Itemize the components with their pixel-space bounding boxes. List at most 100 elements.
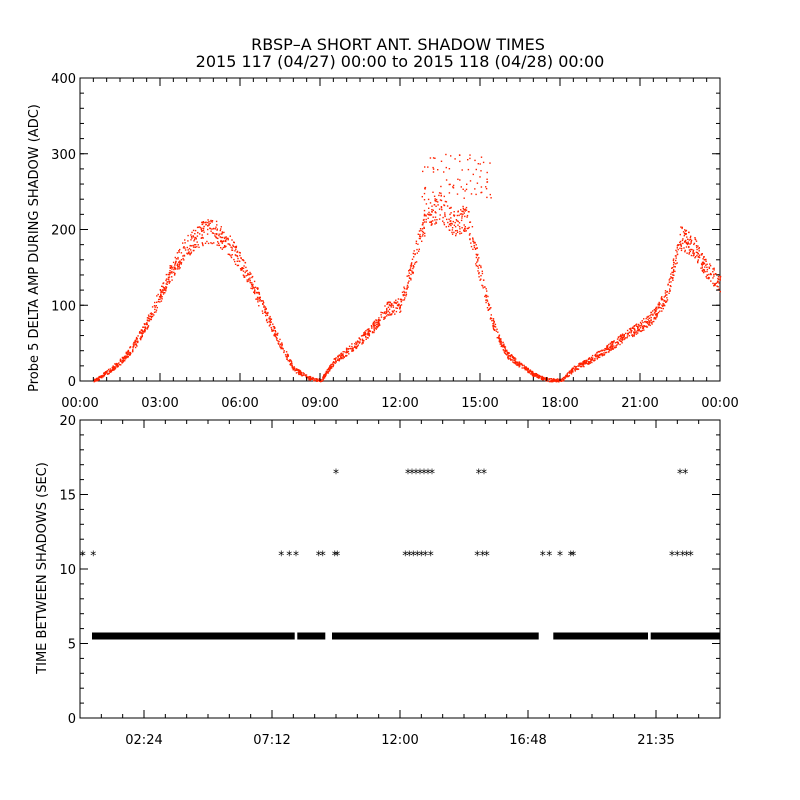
data-point bbox=[290, 360, 292, 362]
data-point bbox=[600, 350, 602, 352]
data-point bbox=[438, 208, 441, 210]
data-point bbox=[373, 331, 375, 334]
data-point bbox=[472, 237, 474, 239]
data-point bbox=[265, 319, 268, 322]
data-point bbox=[315, 378, 317, 380]
data-point bbox=[695, 240, 698, 242]
data-point bbox=[207, 228, 209, 231]
data-point bbox=[638, 323, 640, 326]
data-point bbox=[681, 227, 683, 230]
data-point bbox=[642, 326, 644, 328]
data-point bbox=[527, 370, 529, 373]
data-point bbox=[493, 322, 495, 324]
data-point bbox=[160, 290, 162, 292]
data-point bbox=[621, 333, 624, 335]
data-point bbox=[596, 355, 598, 357]
data-point bbox=[451, 227, 454, 229]
data-point bbox=[692, 252, 694, 254]
data-point bbox=[201, 230, 204, 232]
data-point bbox=[420, 229, 422, 232]
data-point bbox=[639, 327, 642, 329]
data-point bbox=[390, 304, 392, 307]
data-point bbox=[480, 266, 482, 269]
data-point bbox=[396, 301, 399, 303]
data-point bbox=[378, 321, 380, 324]
data-point bbox=[242, 270, 245, 272]
data-point bbox=[467, 211, 470, 213]
data-point bbox=[345, 348, 348, 351]
data-point bbox=[540, 376, 543, 378]
data-point bbox=[295, 372, 298, 374]
data-point bbox=[424, 186, 427, 189]
data-point bbox=[340, 356, 342, 358]
data-point bbox=[115, 364, 117, 366]
data-point bbox=[438, 194, 440, 197]
data-point bbox=[685, 233, 687, 235]
data-point bbox=[514, 362, 516, 365]
data-point bbox=[614, 347, 616, 349]
data-point bbox=[431, 205, 433, 207]
data-point bbox=[395, 299, 397, 301]
data-point bbox=[628, 335, 631, 337]
data-point bbox=[416, 252, 418, 254]
data-point bbox=[604, 348, 606, 350]
data-point bbox=[583, 360, 586, 362]
data-point bbox=[363, 334, 365, 336]
data-point bbox=[568, 374, 570, 377]
data-point bbox=[195, 244, 197, 246]
data-point bbox=[459, 233, 461, 235]
data-point bbox=[361, 334, 364, 337]
data-point bbox=[534, 372, 536, 375]
data-point bbox=[190, 234, 192, 236]
data-point bbox=[590, 359, 592, 361]
data-point bbox=[604, 349, 606, 352]
data-point bbox=[188, 252, 190, 255]
data-point bbox=[269, 321, 271, 323]
data-point bbox=[684, 240, 687, 242]
data-point: * bbox=[316, 549, 322, 563]
data-point bbox=[686, 236, 688, 238]
data-point bbox=[443, 222, 445, 224]
data-point bbox=[121, 356, 124, 359]
data-point bbox=[251, 275, 254, 278]
data-point bbox=[613, 345, 615, 347]
data-point bbox=[478, 264, 481, 266]
data-point bbox=[423, 226, 425, 229]
data-point bbox=[133, 345, 135, 347]
data-point bbox=[299, 373, 301, 375]
data-point bbox=[364, 331, 366, 333]
data-point bbox=[162, 286, 165, 289]
data-point bbox=[623, 336, 625, 338]
data-point bbox=[508, 355, 510, 357]
data-point bbox=[526, 369, 528, 371]
data-point bbox=[407, 286, 409, 288]
data-point bbox=[118, 362, 120, 364]
data-point bbox=[681, 247, 683, 250]
data-point bbox=[136, 340, 138, 342]
data-point bbox=[520, 362, 522, 365]
data-point bbox=[135, 338, 138, 340]
data-point bbox=[253, 280, 256, 283]
data-point: * bbox=[417, 467, 423, 481]
data-point bbox=[160, 294, 162, 296]
data-point bbox=[190, 251, 193, 253]
data-point bbox=[111, 369, 114, 371]
data-point bbox=[601, 354, 603, 356]
data-point bbox=[270, 326, 272, 329]
bottom-x-tick-label: 16:48 bbox=[509, 733, 546, 748]
data-point bbox=[641, 326, 643, 328]
data-point bbox=[411, 258, 414, 260]
data-point bbox=[286, 355, 288, 358]
data-point bbox=[620, 336, 622, 338]
data-point bbox=[543, 376, 545, 379]
data-point bbox=[202, 237, 204, 239]
data-point bbox=[129, 347, 131, 349]
data-point bbox=[620, 334, 622, 336]
data-point bbox=[474, 188, 476, 190]
data-point bbox=[496, 328, 498, 330]
data-point bbox=[685, 242, 688, 244]
data-point bbox=[596, 352, 598, 354]
data-point: * bbox=[293, 549, 299, 563]
data-point bbox=[702, 270, 704, 272]
data-point bbox=[472, 248, 474, 250]
